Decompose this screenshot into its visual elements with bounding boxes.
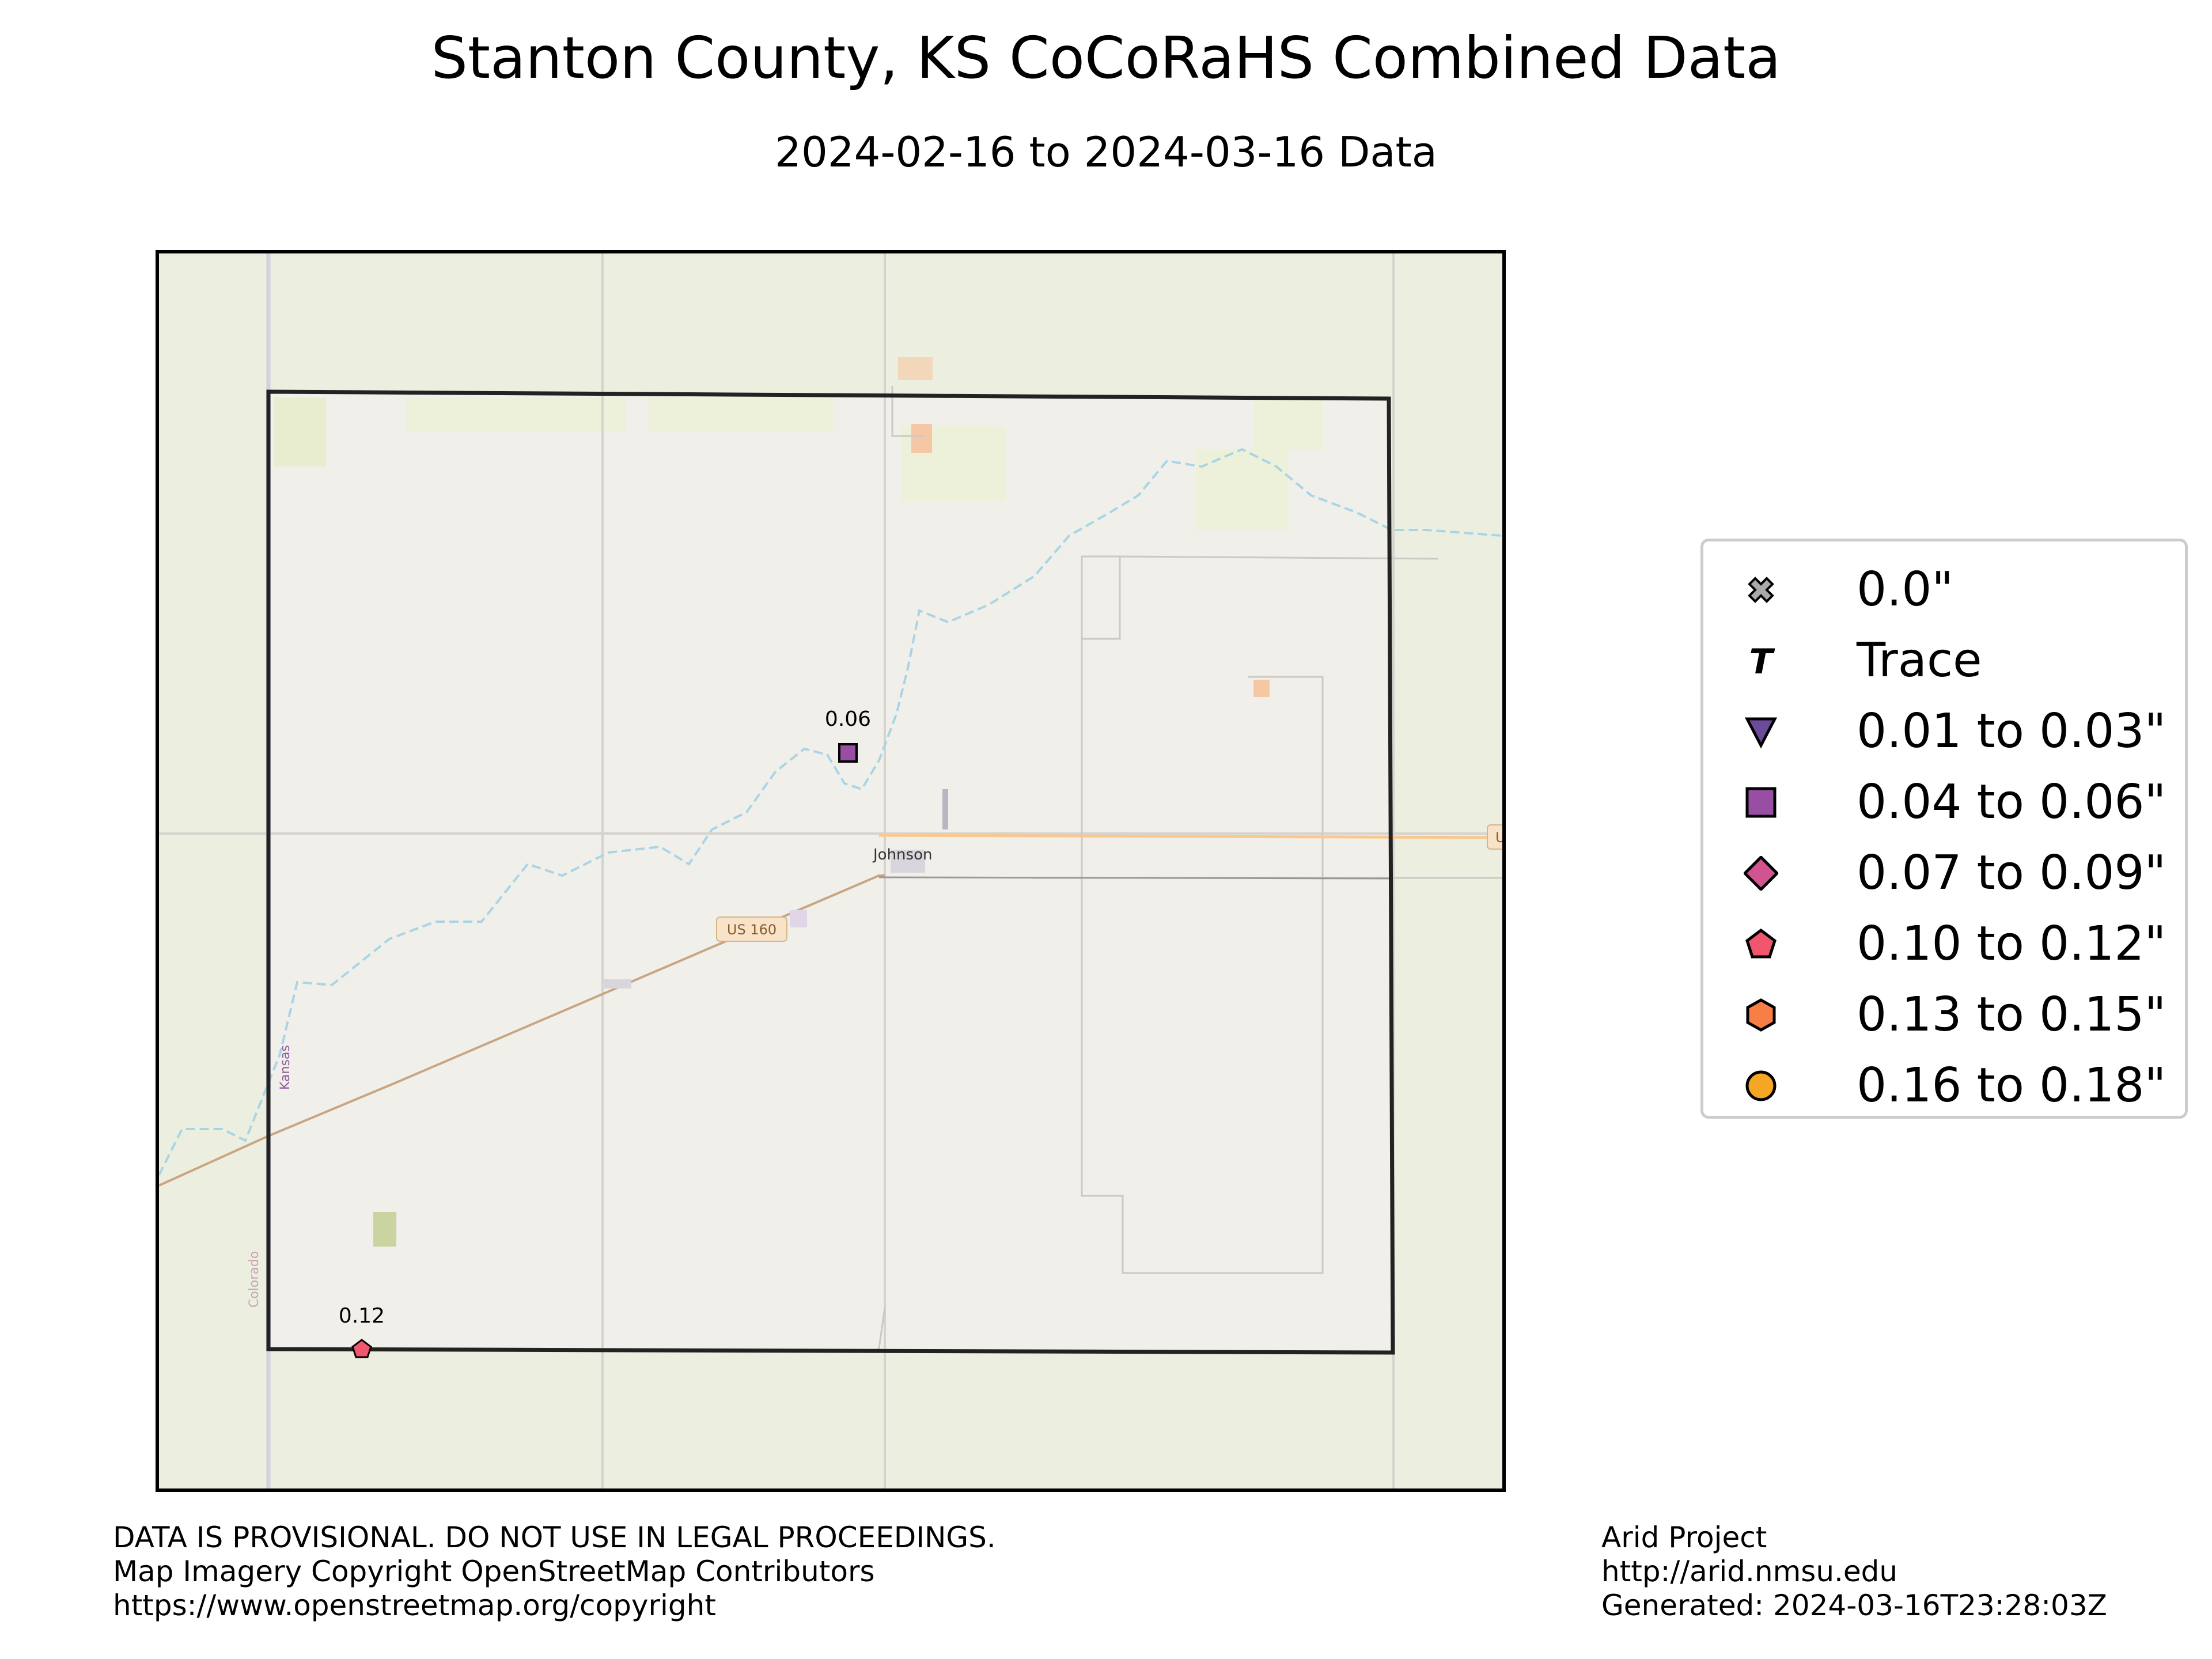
observation-marker-0.06[interactable] xyxy=(838,743,858,763)
legend-label: 0.01 to 0.03" xyxy=(1857,704,2166,759)
state-label-kansas: Kansas xyxy=(278,1045,293,1090)
legend-label: Trace xyxy=(1857,633,1982,688)
highway-east xyxy=(878,834,1502,839)
highway-us160 xyxy=(159,874,885,1187)
legend-label: 0.04 to 0.06" xyxy=(1857,775,2166,830)
legend-item: T Trace xyxy=(1703,628,2185,692)
legend-item: 0.01 to 0.03" xyxy=(1703,699,2185,763)
legend-label: 0.16 to 0.18" xyxy=(1857,1058,2166,1113)
legend-item: 0.04 to 0.06" xyxy=(1703,770,2185,834)
town-label: Johnson xyxy=(872,846,932,863)
chart-title: Stanton County, KS CoCoRaHS Combined Dat… xyxy=(431,24,1781,92)
observation-marker-0.12[interactable] xyxy=(351,1339,372,1358)
footer-credits: Arid Project http://arid.nmsu.edu Genera… xyxy=(1601,1521,2107,1623)
footer-project-link[interactable]: http://arid.nmsu.edu xyxy=(1601,1555,1898,1588)
highway-shield-label: US 160 xyxy=(727,922,777,938)
footer-disclaimer: DATA IS PROVISIONAL. DO NOT USE IN LEGAL… xyxy=(113,1521,996,1623)
legend-item: 0.0" xyxy=(1703,558,2185,621)
hexagon-icon xyxy=(1746,998,1776,1032)
observation-label-0.06: 0.06 xyxy=(825,707,871,731)
cross-x-icon xyxy=(1748,577,1774,603)
river xyxy=(159,448,1502,1176)
highway-shield-east-label: U xyxy=(1495,830,1502,846)
legend-item: 0.10 to 0.12" xyxy=(1703,912,2185,975)
chart-subtitle: 2024-02-16 to 2024-03-16 Data xyxy=(775,128,1437,176)
legend-label: 0.10 to 0.12" xyxy=(1857,916,2166,971)
circle-icon xyxy=(1745,1070,1777,1101)
trace-t-icon: T xyxy=(1749,643,1775,678)
triangle-down-icon xyxy=(1744,717,1778,749)
legend-label: 0.13 to 0.15" xyxy=(1857,987,2166,1042)
legend: 0.0" T Trace 0.01 to 0.03" 0.04 to 0.06"… xyxy=(1700,539,2188,1119)
legend-item: 0.13 to 0.15" xyxy=(1703,983,2185,1046)
square-icon xyxy=(1745,787,1777,818)
legend-label: 0.07 to 0.09" xyxy=(1857,846,2166,900)
map-panel: US 160 U Johnson Kansas Colorado 0.06 0.… xyxy=(156,250,1506,1492)
footer-project-name: Arid Project xyxy=(1601,1521,1767,1554)
pentagon-icon xyxy=(1745,928,1777,959)
footer-generated-timestamp: Generated: 2024-03-16T23:28:03Z xyxy=(1601,1589,2107,1622)
legend-label: 0.0" xyxy=(1857,562,1954,617)
svg-text:T: T xyxy=(1749,643,1775,678)
county-boundary xyxy=(266,389,1395,1355)
legend-item: 0.07 to 0.09" xyxy=(1703,841,2185,904)
footer-provisional-notice: DATA IS PROVISIONAL. DO NOT USE IN LEGAL… xyxy=(113,1521,996,1554)
observation-label-0.12: 0.12 xyxy=(339,1304,385,1328)
footer-copyright: Map Imagery Copyright OpenStreetMap Cont… xyxy=(113,1555,875,1588)
legend-item: 0.16 to 0.18" xyxy=(1703,1054,2185,1117)
basemap: US 160 U Johnson Kansas Colorado 0.06 0.… xyxy=(159,253,1502,1488)
state-label-colorado: Colorado xyxy=(247,1251,262,1308)
diamond-icon xyxy=(1744,856,1778,891)
footer-copyright-link[interactable]: https://www.openstreetmap.org/copyright xyxy=(113,1589,716,1622)
county-fill xyxy=(268,392,1393,1353)
